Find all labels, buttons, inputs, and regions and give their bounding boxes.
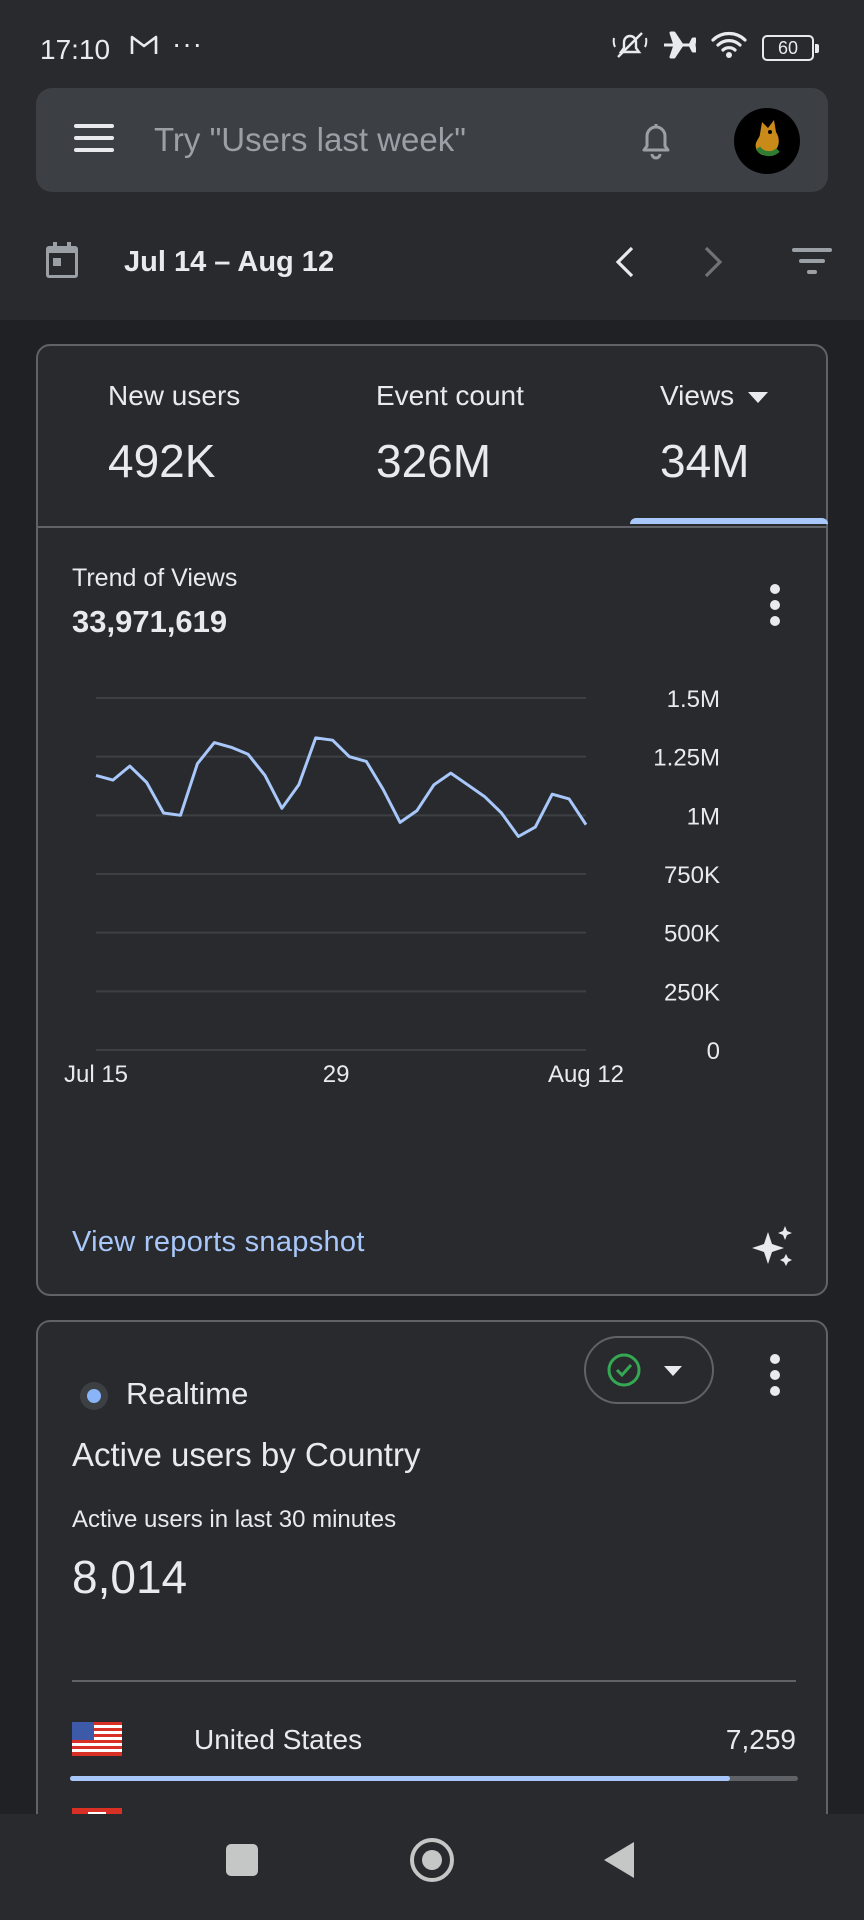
view-reports-snapshot-link[interactable]: View reports snapshot bbox=[72, 1226, 365, 1258]
x-tick-label: Jul 15 bbox=[64, 1061, 128, 1088]
app-header: Jul 14 – Aug 12 bbox=[0, 84, 864, 320]
x-tick-label: 29 bbox=[323, 1061, 350, 1088]
country-row[interactable]: United States 7,259 bbox=[72, 1714, 796, 1784]
metric-value: 34M bbox=[660, 435, 750, 487]
chevron-right-icon[interactable] bbox=[700, 242, 726, 287]
back-button[interactable] bbox=[604, 1842, 634, 1878]
mute-icon bbox=[612, 30, 648, 65]
more-options-icon[interactable] bbox=[770, 584, 782, 632]
filter-icon[interactable] bbox=[792, 246, 832, 283]
realtime-label: Realtime bbox=[126, 1376, 249, 1411]
search-input[interactable] bbox=[154, 118, 634, 162]
trend-value: 33,971,619 bbox=[72, 604, 228, 639]
overview-card: New users 492K Event count 326M Views 34… bbox=[36, 344, 828, 1296]
account-avatar[interactable] bbox=[734, 108, 800, 174]
y-tick-label: 0 bbox=[707, 1038, 720, 1065]
metric-value: 326M bbox=[376, 435, 492, 487]
realtime-title: Active users by Country bbox=[72, 1436, 421, 1473]
x-tick-label: Aug 12 bbox=[548, 1061, 624, 1088]
country-name: United States bbox=[194, 1724, 363, 1755]
status-time: 17:10 bbox=[40, 34, 111, 65]
chevron-left-icon[interactable] bbox=[612, 242, 638, 287]
y-tick-label: 250K bbox=[664, 979, 720, 1006]
status-dropdown[interactable] bbox=[584, 1336, 714, 1404]
metric-value: 492K bbox=[108, 435, 216, 487]
y-tick-label: 1M bbox=[687, 803, 720, 830]
views-series-line bbox=[95, 736, 588, 838]
y-tick-label: 750K bbox=[664, 862, 720, 889]
metric-new-users[interactable]: New users 492K bbox=[108, 380, 240, 488]
realtime-value: 8,014 bbox=[72, 1551, 188, 1603]
selected-metric-indicator bbox=[630, 518, 828, 524]
y-tick-label: 500K bbox=[664, 921, 720, 948]
sparkle-icon[interactable] bbox=[752, 1224, 794, 1273]
views-line-chart: 1.5M 1.25M 1M 750K 500K 250K 0 Jul 15 29 Aug 12 bbox=[64, 686, 720, 1088]
us-flag-icon bbox=[72, 1722, 122, 1756]
dropdown-caret-icon[interactable] bbox=[748, 392, 769, 404]
metric-label: New users bbox=[108, 380, 241, 411]
share-bar bbox=[70, 1776, 798, 1781]
calendar-icon[interactable] bbox=[44, 240, 80, 285]
battery-icon: 60 bbox=[762, 34, 819, 61]
y-tick-label: 1.5M bbox=[667, 686, 720, 713]
date-range-row: Jul 14 – Aug 12 bbox=[0, 228, 864, 298]
metric-label: Views bbox=[660, 380, 769, 412]
share-bar-fill bbox=[70, 1776, 730, 1781]
divider bbox=[72, 1680, 796, 1682]
check-circle-icon bbox=[607, 1353, 682, 1387]
gmail-icon bbox=[130, 34, 158, 61]
airplane-mode-icon bbox=[662, 30, 697, 65]
recents-button[interactable] bbox=[226, 1844, 258, 1876]
date-range-label[interactable]: Jul 14 – Aug 12 bbox=[124, 246, 335, 278]
menu-icon[interactable] bbox=[74, 124, 114, 156]
system-nav-bar bbox=[0, 1814, 864, 1920]
y-tick-label: 1.25M bbox=[653, 745, 720, 772]
metric-label: Event count bbox=[376, 380, 524, 411]
realtime-indicator-icon bbox=[80, 1382, 108, 1410]
status-icons: 60 bbox=[612, 30, 819, 65]
search-bar[interactable] bbox=[36, 88, 828, 192]
trend-title: Trend of Views bbox=[72, 564, 238, 592]
metric-event-count[interactable]: Event count 326M bbox=[376, 380, 524, 488]
country-value: 7,259 bbox=[725, 1724, 796, 1755]
home-button[interactable] bbox=[410, 1838, 454, 1882]
status-bar: 17:10 ··· 60 bbox=[0, 0, 864, 84]
notifications-bell-icon[interactable] bbox=[636, 118, 676, 167]
more-notifications-icon: ··· bbox=[172, 28, 203, 59]
more-options-icon[interactable] bbox=[770, 1354, 782, 1402]
divider bbox=[38, 526, 826, 528]
wifi-icon bbox=[710, 30, 748, 65]
realtime-card: Realtime Active users by Country Active … bbox=[36, 1320, 828, 1840]
metric-views[interactable]: Views 34M bbox=[660, 380, 769, 488]
realtime-subtitle: Active users in last 30 minutes bbox=[72, 1506, 397, 1533]
